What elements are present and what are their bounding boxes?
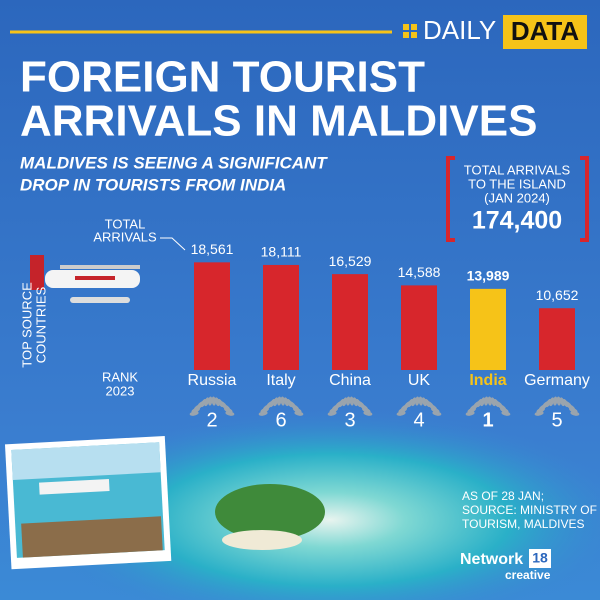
rank-label: 2023 bbox=[106, 383, 135, 398]
island bbox=[215, 484, 325, 540]
laurel-leaf bbox=[349, 396, 354, 406]
brand-left: DAILY bbox=[423, 15, 496, 45]
source: AS OF 28 JAN; bbox=[462, 489, 544, 503]
category-label: China bbox=[329, 372, 371, 389]
category-axis-label: TOP SOURCE bbox=[19, 282, 34, 368]
laurel-leaf bbox=[294, 411, 304, 416]
total-label: TOTAL ARRIVALS bbox=[464, 162, 571, 177]
subtitle: MALDIVES IS SEEING A SIGNIFICANT bbox=[20, 153, 328, 172]
brand-right: DATA bbox=[511, 16, 580, 46]
rank-label: RANK bbox=[102, 369, 138, 384]
total-value: 174,400 bbox=[472, 207, 562, 235]
bar bbox=[263, 264, 299, 370]
total-label: (JAN 2024) bbox=[484, 190, 550, 205]
laurel-leaf bbox=[280, 396, 285, 406]
footer-logo: Network bbox=[460, 551, 523, 568]
logo-dot bbox=[411, 24, 417, 30]
rank: 3 bbox=[344, 409, 355, 431]
laurel-leaf bbox=[258, 411, 268, 416]
laurel-leaf bbox=[534, 411, 544, 416]
value-label: 10,652 bbox=[536, 287, 579, 303]
footer-logo-sub: creative bbox=[505, 568, 551, 582]
seaplane bbox=[30, 255, 140, 303]
laurel-leaf bbox=[277, 396, 282, 406]
bar bbox=[401, 285, 437, 370]
laurel-leaf bbox=[396, 411, 406, 416]
bar bbox=[539, 308, 575, 370]
laurel-leaf bbox=[465, 411, 475, 416]
value-label: 14,588 bbox=[398, 264, 441, 280]
laurel-leaf bbox=[418, 396, 423, 406]
beach bbox=[222, 530, 302, 550]
rank: 1 bbox=[482, 409, 493, 431]
laurel-leaf bbox=[225, 411, 235, 416]
rank: 5 bbox=[551, 409, 562, 431]
laurel-leaf bbox=[570, 411, 580, 416]
total-bracket bbox=[446, 156, 589, 242]
category-label: UK bbox=[408, 372, 431, 389]
value-label: 13,989 bbox=[467, 268, 510, 284]
laurel-leaf bbox=[189, 411, 199, 416]
footer-logo-box bbox=[529, 549, 551, 568]
category-axis-label: COUNTRIES bbox=[33, 286, 48, 363]
title: ARRIVALS IN MALDIVES bbox=[20, 97, 537, 146]
bar bbox=[332, 274, 368, 370]
rank: 6 bbox=[275, 409, 286, 431]
label-pointer bbox=[160, 237, 186, 251]
logo-dot bbox=[411, 32, 417, 38]
bars: 18,561 Russia 2 18,111 Italy 6 16,529 China 3 14,… bbox=[188, 241, 590, 431]
value-axis-label: ARRIVALS bbox=[93, 229, 157, 244]
laurel-leaf bbox=[327, 411, 337, 416]
total-label: TO THE ISLAND bbox=[468, 176, 566, 191]
laurel-leaf bbox=[211, 396, 216, 406]
value-label: 16,529 bbox=[329, 253, 372, 269]
laurel-leaf bbox=[556, 396, 561, 406]
laurel-leaf bbox=[553, 396, 558, 406]
bar bbox=[194, 262, 230, 370]
laurel-leaf bbox=[487, 396, 492, 406]
title: FOREIGN TOURIST bbox=[20, 53, 425, 102]
brand-box bbox=[503, 15, 587, 49]
laurel-leaf bbox=[484, 396, 489, 406]
laurel-leaf bbox=[432, 411, 442, 416]
logo-dot bbox=[403, 24, 409, 30]
logo-dot bbox=[403, 32, 409, 38]
source: SOURCE: MINISTRY OF bbox=[462, 503, 597, 517]
subtitle: DROP IN TOURISTS FROM INDIA bbox=[20, 175, 286, 194]
laurel-leaf bbox=[208, 396, 213, 406]
rank: 4 bbox=[413, 409, 424, 431]
category-label: Italy bbox=[266, 372, 295, 389]
laurel-leaf bbox=[415, 396, 420, 406]
category-label: India bbox=[469, 372, 506, 389]
category-axis-label-group: TOP SOURCE COUNTRIES bbox=[19, 282, 48, 368]
footer-logo-number: 18 bbox=[532, 550, 548, 566]
rank: 2 bbox=[206, 409, 217, 431]
bar bbox=[470, 288, 506, 370]
value-label: 18,561 bbox=[191, 241, 234, 257]
value-axis-label: TOTAL bbox=[105, 216, 146, 231]
value-label: 18,111 bbox=[261, 244, 302, 260]
laurel-leaf bbox=[346, 396, 351, 406]
category-label: Russia bbox=[188, 372, 237, 389]
source: TOURISM, MALDIVES bbox=[462, 517, 584, 531]
laurel-leaf bbox=[501, 411, 511, 416]
laurel-leaf bbox=[363, 411, 373, 416]
photo bbox=[4, 436, 172, 570]
category-label: Germany bbox=[524, 372, 590, 389]
